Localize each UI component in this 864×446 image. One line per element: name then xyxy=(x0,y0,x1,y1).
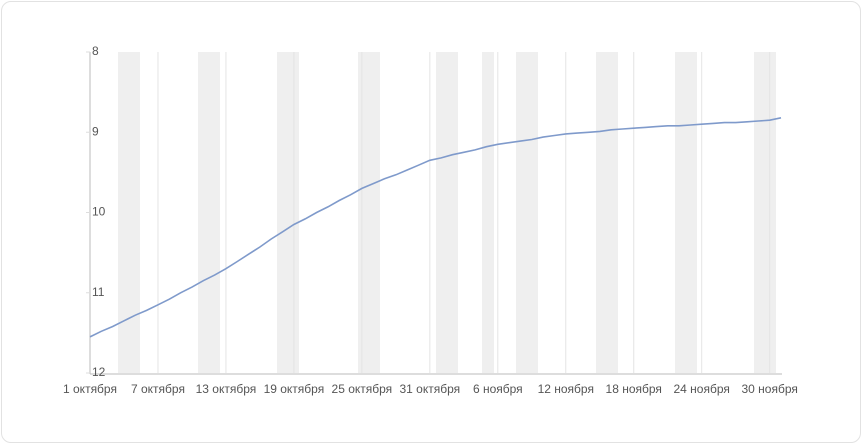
x-tick-label: 30 ноября xyxy=(741,382,797,396)
weekend-bands xyxy=(118,52,776,373)
band xyxy=(198,52,220,373)
x-tick-label: 31 октября xyxy=(400,382,461,396)
y-tick-label: 8 xyxy=(92,44,99,58)
band xyxy=(516,52,538,373)
x-tick-label: 6 ноября xyxy=(473,382,523,396)
x-tick-label: 13 октября xyxy=(196,382,257,396)
x-tick-label: 18 ноября xyxy=(606,382,662,396)
x-tick-label: 25 октября xyxy=(332,382,393,396)
band xyxy=(482,52,494,373)
x-tick-label: 1 октября xyxy=(63,382,117,396)
y-tick-label: 9 xyxy=(92,124,99,138)
band xyxy=(358,52,380,373)
band xyxy=(596,52,618,373)
x-tick-label: 12 ноября xyxy=(538,382,594,396)
band xyxy=(277,52,299,373)
x-tick-label: 19 октября xyxy=(264,382,325,396)
y-tick-label: 11 xyxy=(92,285,105,299)
x-tick-label: 24 ноября xyxy=(674,382,730,396)
band xyxy=(118,52,140,373)
y-tick-label: 10 xyxy=(92,205,106,219)
line xyxy=(89,117,782,338)
band xyxy=(675,52,697,373)
x-tick-label: 7 октября xyxy=(131,382,185,396)
band xyxy=(436,52,458,373)
y-tick-label: 12 xyxy=(92,365,106,379)
band xyxy=(754,52,776,373)
